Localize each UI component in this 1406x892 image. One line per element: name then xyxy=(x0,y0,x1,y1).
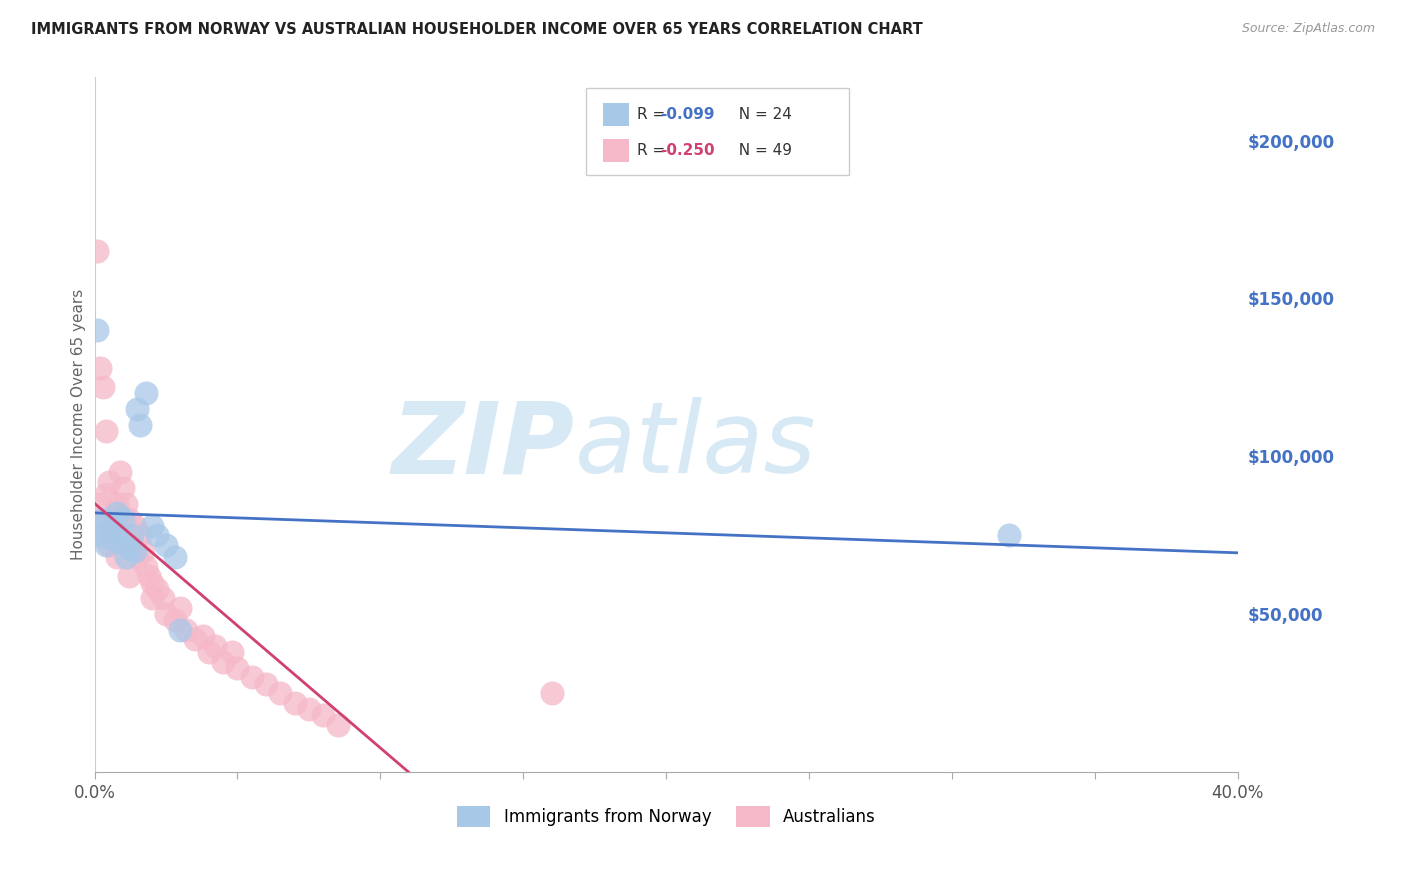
Point xyxy=(226,661,249,675)
Point xyxy=(127,550,149,565)
Point xyxy=(100,516,122,530)
Text: N = 49: N = 49 xyxy=(730,143,792,158)
Text: ZIP: ZIP xyxy=(392,397,575,494)
Point xyxy=(118,569,141,583)
Point xyxy=(103,506,125,520)
Point xyxy=(132,544,155,558)
Point xyxy=(115,550,138,565)
Text: -0.250: -0.250 xyxy=(661,143,716,158)
Point xyxy=(212,655,235,669)
Point xyxy=(127,401,149,416)
Point xyxy=(110,534,132,549)
Point xyxy=(129,417,152,432)
Point xyxy=(89,360,111,375)
FancyBboxPatch shape xyxy=(586,87,849,175)
Point xyxy=(163,614,186,628)
Point xyxy=(97,538,120,552)
Point xyxy=(97,475,120,489)
Point xyxy=(155,607,177,622)
Point xyxy=(221,645,243,659)
Point xyxy=(89,518,111,533)
Point xyxy=(183,632,205,647)
Text: N = 24: N = 24 xyxy=(730,107,792,121)
Point xyxy=(998,528,1021,542)
Y-axis label: Householder Income Over 65 years: Householder Income Over 65 years xyxy=(72,289,86,560)
Point xyxy=(174,623,197,637)
Point xyxy=(86,512,108,526)
Text: Source: ZipAtlas.com: Source: ZipAtlas.com xyxy=(1241,22,1375,36)
Point xyxy=(135,386,157,401)
Point xyxy=(89,497,111,511)
Point xyxy=(91,380,114,394)
Point xyxy=(146,528,169,542)
Point xyxy=(91,528,114,542)
Point xyxy=(112,512,135,526)
Point xyxy=(269,686,291,700)
Point xyxy=(100,518,122,533)
Point xyxy=(97,532,120,546)
Point xyxy=(121,528,143,542)
Point xyxy=(86,323,108,337)
Point xyxy=(115,497,138,511)
Point xyxy=(298,702,321,716)
Point xyxy=(541,686,564,700)
Point xyxy=(94,487,117,501)
Point xyxy=(124,544,146,558)
Point xyxy=(204,639,226,653)
Point xyxy=(240,670,263,684)
Point xyxy=(141,518,163,533)
Point xyxy=(107,497,129,511)
Point xyxy=(155,538,177,552)
Point xyxy=(103,525,125,540)
Point xyxy=(112,481,135,495)
Point xyxy=(254,676,277,690)
Legend: Immigrants from Norway, Australians: Immigrants from Norway, Australians xyxy=(450,799,882,833)
Point xyxy=(129,528,152,542)
Point xyxy=(86,244,108,258)
Point xyxy=(312,708,335,723)
Point xyxy=(284,696,307,710)
Point xyxy=(163,550,186,565)
Point xyxy=(86,528,108,542)
Point xyxy=(146,582,169,596)
Point xyxy=(193,629,215,643)
Point xyxy=(141,575,163,590)
Point xyxy=(107,506,129,520)
Point xyxy=(110,465,132,479)
FancyBboxPatch shape xyxy=(603,103,628,126)
Text: atlas: atlas xyxy=(575,397,817,494)
Point xyxy=(118,541,141,555)
Point xyxy=(326,717,349,731)
Point xyxy=(118,512,141,526)
Point xyxy=(91,512,114,526)
Text: R =: R = xyxy=(637,143,669,158)
Point xyxy=(169,600,191,615)
Point xyxy=(138,569,160,583)
Text: R =: R = xyxy=(637,107,669,121)
Text: -0.099: -0.099 xyxy=(661,107,716,121)
Point xyxy=(141,591,163,606)
Point xyxy=(152,591,174,606)
Point xyxy=(94,538,117,552)
Point xyxy=(198,645,221,659)
Point xyxy=(124,518,146,533)
Text: IMMIGRANTS FROM NORWAY VS AUSTRALIAN HOUSEHOLDER INCOME OVER 65 YEARS CORRELATIO: IMMIGRANTS FROM NORWAY VS AUSTRALIAN HOU… xyxy=(31,22,922,37)
FancyBboxPatch shape xyxy=(603,139,628,162)
Point xyxy=(135,559,157,574)
Point xyxy=(94,424,117,438)
Point xyxy=(107,550,129,565)
Point xyxy=(169,623,191,637)
Point xyxy=(121,538,143,552)
